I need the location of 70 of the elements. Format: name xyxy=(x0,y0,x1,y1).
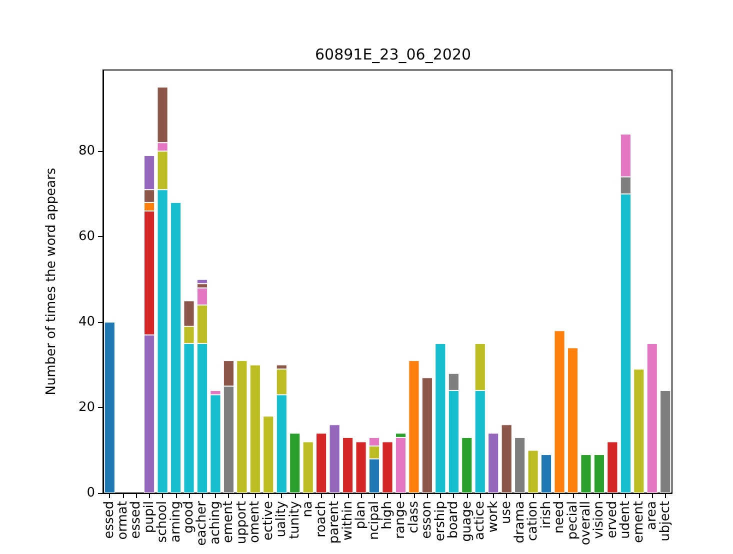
x-tick-label: within xyxy=(340,501,356,540)
x-tick-label: pecial xyxy=(565,501,580,540)
bar xyxy=(541,454,552,493)
x-tick-label: need xyxy=(552,501,568,534)
x-tick-label: school xyxy=(155,501,170,543)
y-tick-label: 0 xyxy=(86,486,95,500)
y-tick-label: 80 xyxy=(78,144,95,159)
x-tick-label: essed xyxy=(102,501,118,539)
x-tick-label: arning xyxy=(168,501,184,542)
bar xyxy=(567,348,578,493)
chart-title: 60891E_23_06_2020 xyxy=(314,46,472,64)
x-tick-label: range xyxy=(393,501,408,539)
x-tick-label: parent xyxy=(327,501,342,544)
bar xyxy=(356,442,366,493)
bar xyxy=(342,437,354,493)
bar xyxy=(594,454,605,493)
x-tick-label: guage xyxy=(459,501,474,542)
x-tick-label: tunity xyxy=(287,500,302,539)
x-tick-label: ormat xyxy=(115,501,130,540)
x-tick-label: actice xyxy=(472,501,488,540)
x-tick-label: board xyxy=(446,501,462,539)
x-tick-label: cation xyxy=(526,501,541,542)
x-tick-label: ement xyxy=(631,501,646,543)
x-tick-label: erved xyxy=(604,501,620,538)
bar xyxy=(435,343,446,493)
x-tick-label: use xyxy=(499,501,514,524)
x-tick-label: ective xyxy=(260,501,276,541)
x-tick-label: udent xyxy=(618,501,634,539)
x-tick-label: ncipal xyxy=(366,501,382,540)
bar xyxy=(382,442,393,493)
x-tick-label: ubject xyxy=(658,501,673,542)
x-tick-label: oment xyxy=(248,501,263,543)
x-tick-label: aching xyxy=(208,501,223,544)
x-tick-label: class xyxy=(406,500,422,534)
bar xyxy=(514,437,526,493)
x-tick-label: upport xyxy=(234,501,250,544)
bar xyxy=(210,394,221,493)
bar xyxy=(196,279,208,284)
x-tick-label: irish xyxy=(538,501,554,529)
bar xyxy=(408,360,420,493)
x-tick-label: area xyxy=(644,501,660,530)
x-tick-label: vision xyxy=(592,501,607,539)
bar xyxy=(554,330,565,493)
x-tick-label: ership xyxy=(432,501,448,542)
x-tick-label: na xyxy=(300,501,316,518)
y-tick-label: 60 xyxy=(78,229,95,244)
x-tick-label: overall xyxy=(578,501,594,546)
y-axis-title: Number of times the word appears xyxy=(44,168,59,396)
bar xyxy=(104,322,115,493)
bar xyxy=(580,454,592,493)
x-tick-label: roach xyxy=(314,501,329,538)
bar xyxy=(462,437,472,493)
bar xyxy=(316,433,327,493)
x-tick-label: work xyxy=(486,500,501,532)
x-tick-label: pupil xyxy=(142,501,157,533)
x-tick-label: drama xyxy=(512,501,528,544)
x-tick-label: good xyxy=(182,501,197,534)
x-tick-label: uality xyxy=(274,500,290,538)
y-tick-label: 40 xyxy=(78,314,95,330)
x-tick-label: essed xyxy=(128,501,144,539)
bar xyxy=(660,390,671,493)
y-tick-label: 20 xyxy=(78,400,95,416)
x-tick-label: plan xyxy=(354,501,369,530)
bar xyxy=(607,442,618,493)
x-tick-label: eacher xyxy=(194,500,210,546)
bar xyxy=(170,202,182,493)
x-tick-label: esson xyxy=(420,501,435,539)
bar xyxy=(290,433,300,493)
x-tick-label: ement xyxy=(221,501,236,543)
x-tick-label: high xyxy=(380,501,395,530)
